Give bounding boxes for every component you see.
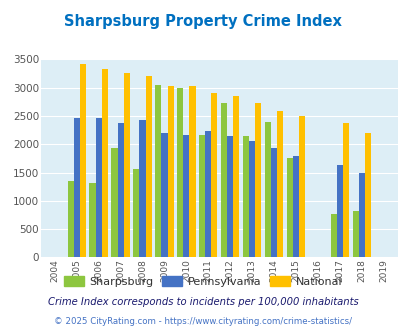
Bar xyxy=(364,133,370,257)
Text: Sharpsburg Property Crime Index: Sharpsburg Property Crime Index xyxy=(64,14,341,29)
Bar xyxy=(177,88,183,257)
Bar xyxy=(255,103,261,257)
Bar xyxy=(145,76,151,257)
Bar xyxy=(198,135,205,257)
Bar xyxy=(124,73,130,257)
Bar xyxy=(242,136,248,257)
Bar xyxy=(96,118,102,257)
Bar xyxy=(220,103,226,257)
Bar xyxy=(264,122,270,257)
Bar xyxy=(167,86,173,257)
Text: © 2025 CityRating.com - https://www.cityrating.com/crime-statistics/: © 2025 CityRating.com - https://www.city… xyxy=(54,317,351,326)
Bar xyxy=(358,173,364,257)
Bar xyxy=(111,148,117,257)
Legend: Sharpsburg, Pennsylvania, National: Sharpsburg, Pennsylvania, National xyxy=(59,271,346,291)
Bar xyxy=(233,96,239,257)
Bar xyxy=(155,85,161,257)
Bar xyxy=(330,214,336,257)
Bar xyxy=(139,120,145,257)
Bar xyxy=(102,69,108,257)
Bar xyxy=(205,131,211,257)
Bar xyxy=(286,158,292,257)
Bar xyxy=(183,135,189,257)
Bar xyxy=(189,86,195,257)
Bar xyxy=(117,123,124,257)
Bar xyxy=(211,93,217,257)
Bar xyxy=(67,181,74,257)
Bar xyxy=(342,123,348,257)
Text: Crime Index corresponds to incidents per 100,000 inhabitants: Crime Index corresponds to incidents per… xyxy=(47,297,358,307)
Bar xyxy=(277,111,283,257)
Bar xyxy=(270,148,277,257)
Bar xyxy=(161,133,167,257)
Bar xyxy=(74,118,80,257)
Bar xyxy=(248,141,255,257)
Bar xyxy=(292,155,298,257)
Bar xyxy=(226,136,233,257)
Bar xyxy=(352,211,358,257)
Bar xyxy=(133,169,139,257)
Bar xyxy=(298,116,305,257)
Bar xyxy=(89,183,96,257)
Bar xyxy=(80,64,86,257)
Bar xyxy=(336,165,342,257)
